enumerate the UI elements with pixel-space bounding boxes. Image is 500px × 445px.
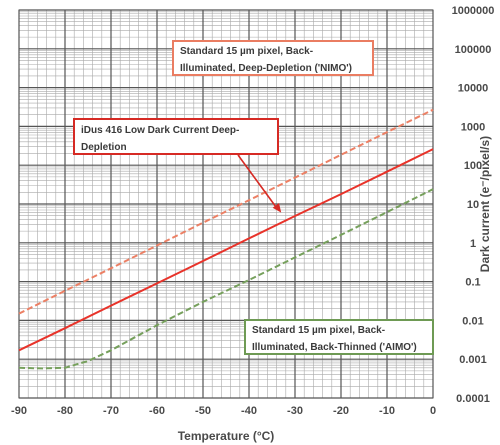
y-tick-label: 0.01 [462,315,483,327]
annotation-arrow [237,154,282,213]
arrow-shaft [237,154,278,210]
arrow-head [272,203,282,213]
y-tick-label: 1 [470,238,476,250]
plot-frame [18,9,434,399]
x-tick-label: -20 [333,405,349,417]
y-tick-label: 100 [464,160,482,172]
series-line-1 [18,108,434,315]
series-layer [18,108,434,370]
y-tick-label: 100000 [455,44,492,56]
x-tick-label: -50 [195,405,211,417]
x-tick-label: -90 [11,405,27,417]
x-tick-label: -60 [149,405,165,417]
x-tick-label: -80 [57,405,73,417]
x-tick-label: -40 [241,405,257,417]
series-line-0 [18,148,434,352]
y-tick-label: 0.001 [459,354,487,366]
x-tick-labels: -90 -80 -70 -60 -50 -40 -30 -20 -10 0 [11,405,436,417]
annotation-aimo: Standard 15 µm pixel, Back-Illuminated, … [244,319,434,355]
x-tick-label: -30 [287,405,303,417]
y-axis-title: Dark current (e⁻/pixel/s) [478,136,492,272]
annotation-idus-416: iDus 416 Low Dark Current Deep-Depletion [73,118,279,155]
y-tick-label: 1000 [461,121,485,133]
x-axis-title: Temperature (°C) [178,429,275,443]
annotation-nimo: Standard 15 µm pixel, Back-Illuminated, … [172,40,374,76]
y-tick-label: 0.1 [465,277,480,289]
x-tick-label: -70 [103,405,119,417]
y-tick-label: 1000000 [452,5,495,17]
series-line-2 [18,188,434,370]
y-tick-labels: 1000000 100000 10000 1000 100 10 1 0.1 0.01 0.001… [452,5,495,405]
y-tick-label: 10000 [458,83,489,95]
y-tick-label: 0.0001 [456,393,490,405]
x-tick-label: -10 [379,405,395,417]
y-tick-label: 10 [467,199,479,211]
x-tick-label: 0 [430,405,436,417]
